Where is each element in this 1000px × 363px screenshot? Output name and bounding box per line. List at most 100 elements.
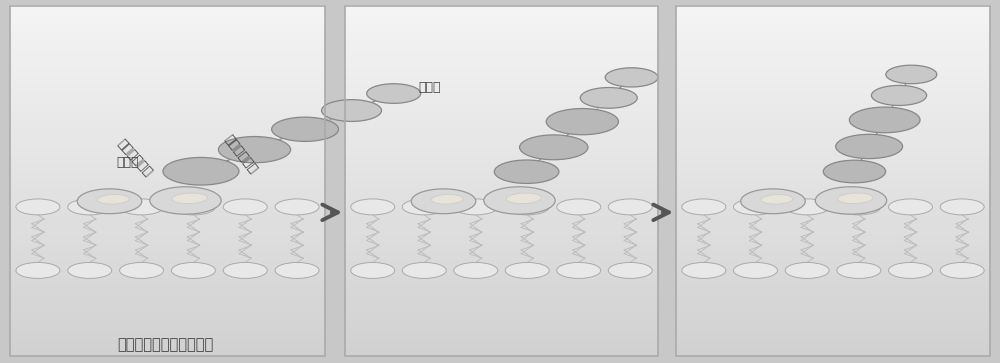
Bar: [10, 41, 325, 50]
Bar: [345, 76, 658, 85]
Circle shape: [682, 199, 726, 215]
Circle shape: [351, 199, 395, 215]
Bar: [10, 154, 325, 164]
Bar: [345, 198, 658, 208]
Bar: [676, 224, 990, 234]
Bar: [10, 216, 325, 225]
Bar: [676, 154, 990, 164]
Ellipse shape: [815, 187, 887, 214]
Bar: [676, 14, 990, 24]
Bar: [676, 119, 990, 129]
Bar: [676, 102, 990, 111]
Circle shape: [837, 199, 881, 215]
Bar: [676, 128, 990, 138]
Ellipse shape: [838, 193, 873, 204]
Bar: [345, 338, 658, 348]
Text: 细胞膜（磷脂双分子层）: 细胞膜（磷脂双分子层）: [117, 337, 213, 352]
Bar: [345, 260, 658, 269]
Bar: [10, 242, 325, 251]
Bar: [676, 294, 990, 304]
Circle shape: [402, 199, 446, 215]
Bar: [10, 277, 325, 286]
Ellipse shape: [77, 189, 142, 214]
Circle shape: [16, 199, 60, 215]
Bar: [10, 294, 325, 304]
Bar: [10, 102, 325, 111]
Bar: [345, 23, 658, 32]
Bar: [10, 137, 325, 146]
Bar: [10, 224, 325, 234]
Circle shape: [505, 199, 549, 215]
Circle shape: [402, 262, 446, 278]
Circle shape: [823, 160, 886, 183]
Circle shape: [940, 262, 984, 278]
Bar: [10, 172, 325, 181]
Circle shape: [734, 262, 778, 278]
Bar: [676, 250, 990, 260]
Bar: [10, 14, 325, 24]
Ellipse shape: [484, 187, 555, 214]
Bar: [676, 6, 990, 356]
Circle shape: [171, 199, 215, 215]
Bar: [676, 41, 990, 50]
Bar: [10, 5, 325, 15]
Bar: [345, 250, 658, 260]
Bar: [10, 260, 325, 269]
Bar: [345, 110, 658, 120]
Circle shape: [505, 262, 549, 278]
Bar: [676, 146, 990, 155]
Bar: [345, 294, 658, 304]
Bar: [676, 233, 990, 242]
Bar: [676, 84, 990, 94]
Bar: [10, 23, 325, 32]
Circle shape: [120, 199, 164, 215]
Bar: [10, 163, 325, 172]
Bar: [10, 146, 325, 155]
Bar: [345, 128, 658, 138]
Circle shape: [940, 199, 984, 215]
Bar: [345, 154, 658, 164]
Bar: [345, 6, 658, 356]
Bar: [345, 321, 658, 330]
Bar: [10, 250, 325, 260]
Text: 修饰区: 修饰区: [116, 156, 138, 169]
Ellipse shape: [761, 195, 793, 204]
Circle shape: [889, 262, 933, 278]
Ellipse shape: [506, 193, 541, 204]
Bar: [676, 347, 990, 356]
Bar: [10, 76, 325, 85]
Bar: [345, 67, 658, 76]
Circle shape: [580, 87, 637, 108]
Bar: [10, 6, 325, 356]
Bar: [10, 330, 325, 339]
Circle shape: [351, 262, 395, 278]
Bar: [676, 180, 990, 190]
Bar: [345, 286, 658, 295]
Circle shape: [275, 262, 319, 278]
Bar: [676, 5, 990, 15]
Circle shape: [785, 199, 829, 215]
Bar: [345, 347, 658, 356]
Bar: [10, 180, 325, 190]
Bar: [676, 189, 990, 199]
Circle shape: [605, 68, 658, 87]
Bar: [345, 137, 658, 146]
Bar: [345, 93, 658, 102]
Circle shape: [837, 262, 881, 278]
Bar: [676, 93, 990, 102]
Bar: [10, 321, 325, 330]
Circle shape: [557, 199, 601, 215]
Bar: [676, 172, 990, 181]
Circle shape: [322, 99, 382, 121]
Bar: [10, 347, 325, 356]
Circle shape: [275, 199, 319, 215]
Bar: [676, 58, 990, 68]
Circle shape: [849, 107, 920, 133]
Bar: [676, 268, 990, 278]
Bar: [676, 23, 990, 32]
Bar: [345, 84, 658, 94]
Bar: [345, 207, 658, 216]
Bar: [676, 303, 990, 313]
Bar: [676, 338, 990, 348]
Bar: [676, 312, 990, 322]
